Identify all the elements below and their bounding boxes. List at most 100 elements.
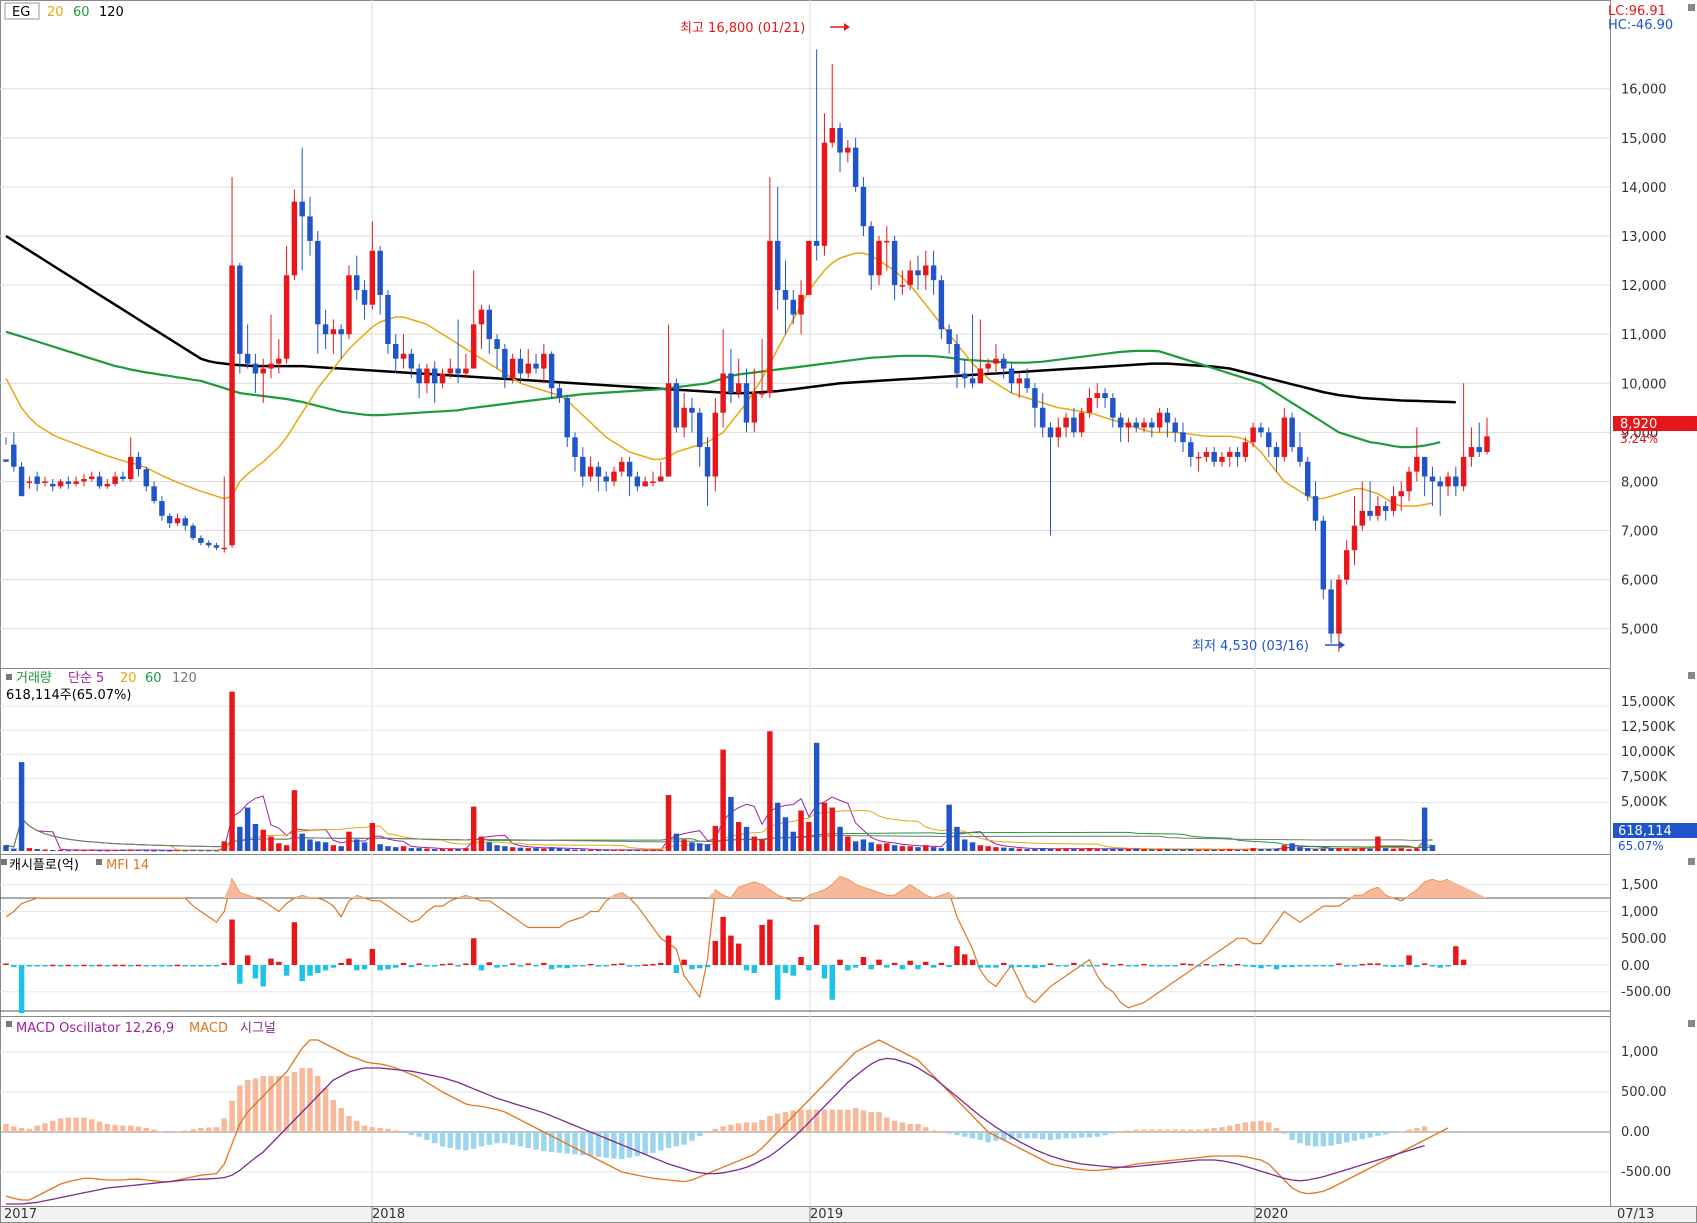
macd-oscillator-bar — [1421, 1126, 1428, 1132]
macd-oscillator-bar — [1117, 1132, 1124, 1133]
macd-oscillator-bar — [1304, 1132, 1311, 1146]
cashflow-bar — [1133, 965, 1139, 967]
macd-oscillator-bar — [1211, 1128, 1217, 1132]
macd-oscillator-bar — [930, 1130, 937, 1132]
candle-body — [1149, 422, 1155, 428]
cashflow-bar — [1328, 965, 1334, 967]
cashflow-bar — [681, 959, 687, 965]
candle-body — [899, 285, 906, 287]
candle-body — [1468, 447, 1475, 457]
macd-oscillator-bar — [42, 1123, 48, 1132]
macd-oscillator-bar — [1125, 1130, 1132, 1132]
candle-body — [689, 407, 695, 413]
cashflow-bar — [1289, 965, 1295, 968]
macd-oscillator-bar — [244, 1080, 251, 1132]
macd-oscillator-bar — [1336, 1132, 1342, 1144]
macd-oscillator-bar — [229, 1100, 235, 1132]
macd-oscillator-bar — [642, 1132, 648, 1155]
volume-bar — [1343, 848, 1350, 851]
volume-bar — [268, 836, 274, 851]
cashflow-bar — [852, 965, 859, 968]
cashflow-bar — [774, 965, 781, 1000]
candle-body — [798, 294, 804, 315]
volume-bar — [1429, 845, 1436, 851]
macd-oscillator-bar — [268, 1076, 274, 1132]
volume-bar — [424, 848, 430, 851]
volume-bar — [81, 850, 87, 852]
cashflow-bar — [260, 965, 266, 987]
candle-body — [509, 358, 516, 379]
candle-body — [1328, 589, 1334, 634]
volume-bar — [946, 804, 952, 851]
macd-oscillator-bar — [704, 1132, 711, 1133]
volume-bar — [697, 843, 703, 851]
candle-body — [915, 270, 921, 276]
macd-oscillator-bar — [1071, 1132, 1077, 1139]
volume-bar — [112, 850, 118, 852]
cashflow-bar — [439, 963, 446, 966]
candle-body — [229, 265, 235, 546]
cashflow-bar — [104, 965, 111, 967]
volume-bar — [852, 841, 859, 851]
volume-bar — [135, 849, 142, 851]
candle-body — [907, 270, 913, 286]
macd-panel-toggle[interactable] — [6, 1021, 12, 1027]
cashflow-tick: 1,000 — [1621, 905, 1658, 920]
candle-body — [1180, 432, 1186, 443]
cashflow-bar — [1273, 965, 1280, 970]
volume-bar — [205, 850, 212, 852]
volume-panel-toggle[interactable] — [6, 674, 12, 680]
macd-oscillator-bar — [1328, 1132, 1334, 1146]
cashflow-bar — [689, 965, 695, 970]
volume-bar — [1024, 849, 1030, 851]
volume-ma5-legend: 단순 5 — [68, 671, 104, 686]
macd-oscillator-bar — [548, 1132, 555, 1152]
cashflow-bar — [1156, 965, 1163, 967]
candle-body — [969, 378, 976, 384]
volume-bar — [813, 742, 820, 851]
candle-body — [96, 476, 103, 487]
cashflow-bar — [182, 965, 189, 967]
cashflow-bar — [1078, 965, 1085, 967]
volume-bar — [782, 817, 789, 851]
macd-oscillator-bar — [533, 1132, 539, 1150]
low-annotation: 최저 4,530 (03/16) — [1192, 639, 1309, 654]
macd-oscillator-bar — [1102, 1132, 1108, 1136]
volume-bar — [1406, 849, 1412, 851]
candle-body — [1000, 358, 1007, 369]
low-arrowhead — [1339, 641, 1345, 649]
macd-oscillator-bar — [1133, 1129, 1139, 1132]
candle-body — [276, 358, 282, 364]
cashflow-bar — [1421, 963, 1428, 965]
cashflow-panel-toggle[interactable] — [1, 859, 7, 865]
volume-bar — [1242, 849, 1249, 851]
volume-bar — [1414, 848, 1420, 851]
mfi-toggle[interactable] — [96, 859, 102, 865]
volume-bar — [1390, 848, 1397, 851]
volume-ma120-line — [5, 817, 1433, 848]
candle-body — [268, 363, 274, 369]
candle-body — [1437, 481, 1443, 487]
volume-bar — [237, 826, 243, 851]
candle-body — [1156, 412, 1163, 428]
volume-bar — [658, 849, 664, 851]
volume-bar — [393, 847, 399, 851]
price-tick-label: 12,000 — [1621, 279, 1667, 294]
macd-oscillator-bar — [57, 1118, 64, 1132]
candle-body — [923, 265, 929, 276]
symbol-box[interactable] — [4, 2, 40, 20]
candle-body — [1336, 579, 1342, 634]
candle-body — [1203, 452, 1210, 457]
candle-body — [1071, 417, 1077, 433]
lc-value: LC:96.91 — [1608, 4, 1666, 19]
cashflow-bar — [930, 965, 937, 968]
volume-bar — [1375, 836, 1381, 851]
macd-oscillator-bar — [120, 1125, 126, 1132]
candle-body — [385, 294, 391, 344]
macd-oscillator-bar — [619, 1132, 625, 1160]
price-tick-label: 15,000 — [1621, 132, 1667, 147]
cashflow-bar — [1445, 965, 1451, 967]
candle-body — [673, 383, 680, 428]
cashflow-bar — [120, 964, 126, 967]
